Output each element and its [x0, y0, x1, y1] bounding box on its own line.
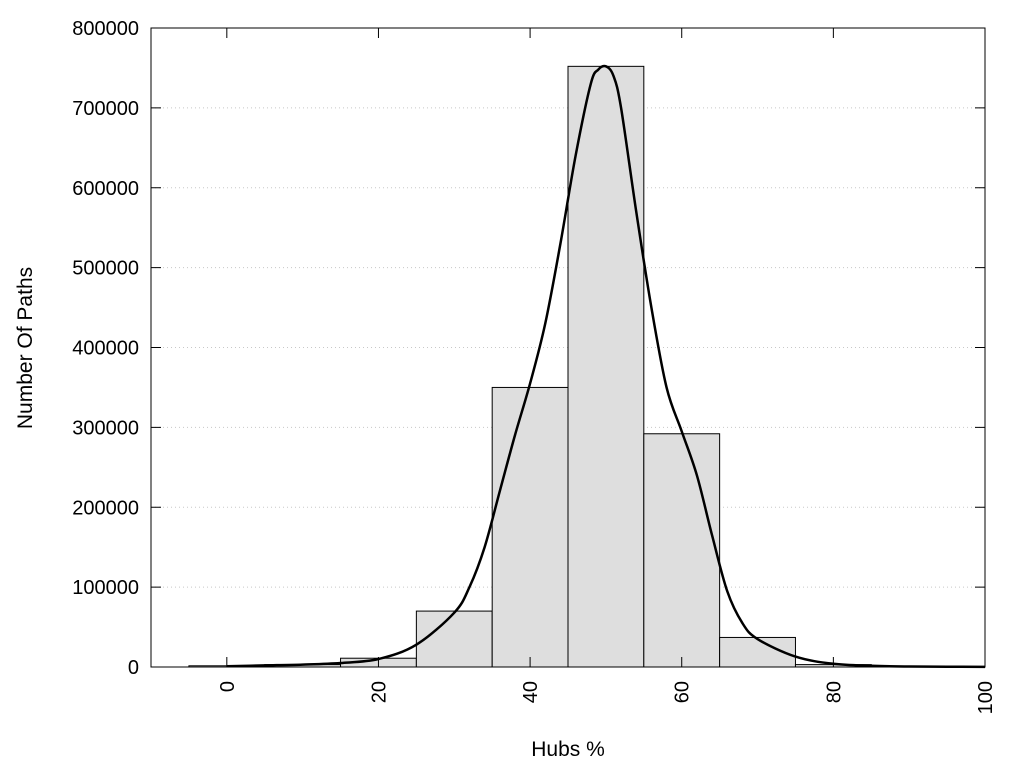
y-tick-label: 400000	[72, 338, 139, 360]
x-axis-title: Hubs %	[531, 738, 605, 761]
x-tick-label: 20	[368, 681, 390, 703]
y-tick-label: 800000	[72, 18, 139, 40]
y-axis-title: Number Of Paths	[14, 267, 37, 429]
y-tick-label: 100000	[72, 577, 139, 599]
x-tick-label: 100	[975, 681, 997, 714]
bars	[188, 65, 948, 668]
bar-4	[491, 386, 569, 668]
y-tick-label: 500000	[72, 258, 139, 280]
y-tick-label: 0	[128, 657, 139, 679]
bar-3	[415, 610, 493, 668]
x-tick-labels: 0 20 40 60 80 100	[217, 681, 997, 714]
y-tick-label: 700000	[72, 98, 139, 120]
y-tick-labels: 0 100000 200000 300000 400000 500000 600000 700…	[72, 18, 139, 679]
bar-5	[567, 65, 645, 668]
y-tick-label: 200000	[72, 497, 139, 519]
x-tick-label: 40	[520, 681, 542, 703]
curve-layer	[226, 64, 986, 669]
y-tick-label: 600000	[72, 178, 139, 200]
x-tick-label: 80	[823, 681, 845, 703]
y-tick-label: 300000	[72, 417, 139, 439]
density-curve	[226, 64, 986, 669]
bar-6	[643, 433, 721, 668]
x-tick-label: 0	[217, 681, 239, 692]
x-tick-label: 60	[672, 681, 694, 703]
ticks	[151, 27, 986, 668]
